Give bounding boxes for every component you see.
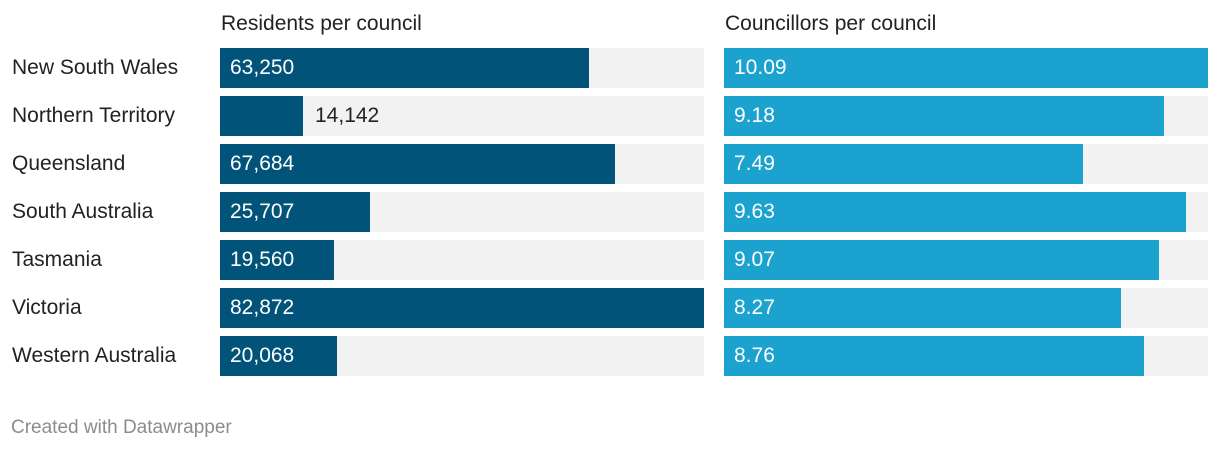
row-label: South Australia: [12, 200, 154, 223]
bar-value-label: 63,250: [230, 56, 295, 79]
bar-track: 9.63: [724, 192, 1208, 232]
bar[interactable]: [724, 144, 1083, 184]
bar[interactable]: [220, 48, 589, 88]
bar[interactable]: [724, 240, 1159, 280]
bar-value-label: 8.76: [734, 344, 775, 367]
bar[interactable]: [724, 96, 1164, 136]
bar-value-label: 19,560: [230, 248, 295, 271]
bar-track: 19,560: [220, 240, 704, 280]
bar[interactable]: [220, 240, 334, 280]
bar-track: 9.07: [724, 240, 1208, 280]
row-label: Tasmania: [12, 248, 102, 271]
bar-value-label: 9.18: [734, 104, 775, 127]
row-label: New South Wales: [12, 56, 179, 79]
bar[interactable]: [724, 192, 1186, 232]
bar[interactable]: [724, 288, 1121, 328]
bar-value-label: 9.07: [734, 248, 775, 271]
footer-credit[interactable]: Created with Datawrapper: [11, 417, 232, 438]
bar[interactable]: [220, 288, 704, 328]
bar[interactable]: [220, 96, 303, 136]
bar-value-label: 7.49: [734, 152, 775, 175]
bar-track: 10.09: [724, 48, 1208, 88]
bar-value-label: 8.27: [734, 296, 775, 319]
bar-value-label: 9.63: [734, 200, 775, 223]
bar-track: 67,684: [220, 144, 704, 184]
bar[interactable]: [220, 336, 337, 376]
bar-track: 20,068: [220, 336, 704, 376]
bar[interactable]: [220, 144, 615, 184]
bar-track: 7.49: [724, 144, 1208, 184]
panel-title: Councillors per council: [725, 12, 937, 35]
bar-track: 63,250: [220, 48, 704, 88]
bar-track: 8.76: [724, 336, 1208, 376]
bar-track: 9.18: [724, 96, 1208, 136]
bar[interactable]: [724, 336, 1144, 376]
bar-track: 25,707: [220, 192, 704, 232]
bar[interactable]: [220, 192, 370, 232]
row-label: Western Australia: [12, 344, 177, 367]
bar-value-label: 20,068: [230, 344, 295, 367]
bar-value-label: 82,872: [230, 296, 295, 319]
bar-track: 82,872: [220, 288, 704, 328]
panel-title: Residents per council: [221, 12, 422, 35]
bar[interactable]: [724, 48, 1208, 88]
bar-track: 8.27: [724, 288, 1208, 328]
bar-track: 14,142: [220, 96, 704, 136]
row-label: Victoria: [12, 296, 82, 319]
bar-value-label: 25,707: [230, 200, 295, 223]
bar-value-label: 67,684: [230, 152, 295, 175]
bar-value-label: 14,142: [315, 104, 380, 127]
row-label: Queensland: [12, 152, 126, 175]
row-label: Northern Territory: [12, 104, 175, 127]
bar-value-label: 10.09: [734, 56, 787, 79]
